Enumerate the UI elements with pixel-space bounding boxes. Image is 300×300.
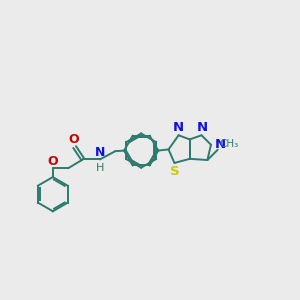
Text: CH₃: CH₃ — [220, 139, 239, 148]
Text: N: N — [172, 121, 184, 134]
Text: S: S — [169, 165, 179, 178]
Text: O: O — [68, 134, 79, 146]
Text: N: N — [214, 138, 226, 151]
Text: O: O — [47, 155, 58, 168]
Text: N: N — [196, 121, 208, 134]
Text: N: N — [95, 146, 105, 158]
Text: H: H — [96, 163, 104, 173]
